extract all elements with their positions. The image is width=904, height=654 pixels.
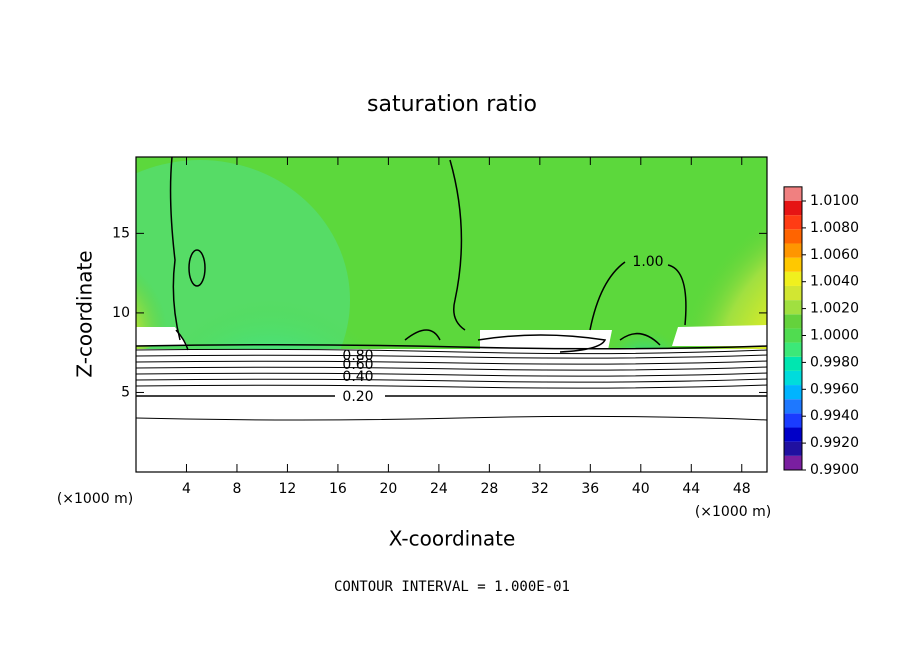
- x-unit: (×1000 m): [57, 491, 133, 507]
- x-tick-label: 4: [182, 481, 191, 497]
- x-tick-label: 44: [682, 481, 700, 497]
- colorbar-swatch: [784, 413, 802, 428]
- colorbar-tick-label: 1.0060: [810, 247, 859, 263]
- colorbar-swatch: [784, 427, 802, 442]
- colorbar-swatch: [784, 300, 802, 315]
- contours: [136, 157, 767, 421]
- colorbar-swatch: [784, 370, 802, 386]
- colorbar-tick-label: 0.9900: [810, 462, 859, 478]
- plot-frame: [135, 156, 768, 473]
- chart-title: saturation ratio: [367, 92, 537, 117]
- colorbar-tick-label: 0.9980: [810, 354, 859, 370]
- colorbar-swatch: [784, 257, 802, 272]
- colorbar-swatch: [784, 399, 802, 414]
- contour-label: 0.80: [342, 348, 373, 364]
- x-tick-label: 24: [430, 481, 448, 497]
- colorbar-frame: [783, 186, 803, 471]
- field-white: [136, 325, 767, 352]
- y-tick-label: 10: [112, 305, 130, 321]
- colorbar-swatch: [784, 229, 802, 244]
- colorbar-swatch: [784, 385, 802, 400]
- x-tick-label: 32: [531, 481, 549, 497]
- x-tick-label: 12: [279, 481, 297, 497]
- colorbar-tick-label: 0.9960: [810, 381, 859, 397]
- x-unit: (×1000 m): [695, 504, 771, 520]
- y-axis-label: Z-coordinate: [73, 250, 97, 377]
- colorbar-swatch: [784, 243, 802, 258]
- contour-label: 0.60: [342, 357, 373, 373]
- contour-label: 0.40: [342, 369, 373, 385]
- colorbar-swatch: [784, 285, 802, 301]
- x-axis-label: X-coordinate: [389, 527, 516, 551]
- x-tick-label: 20: [379, 481, 397, 497]
- colorbar-tick-label: 1.0080: [810, 220, 859, 236]
- colorbar-swatch: [784, 186, 802, 201]
- x-tick-label: 40: [632, 481, 650, 497]
- colorbar-swatch: [784, 342, 802, 357]
- colorbar-tick-label: 0.9920: [810, 435, 859, 451]
- x-tick-label: 16: [329, 481, 347, 497]
- x-tick-label: 8: [232, 481, 241, 497]
- colorbar-swatch: [784, 328, 802, 343]
- x-tick-label: 36: [581, 481, 599, 497]
- field: [136, 157, 767, 472]
- colorbar-tick-label: 1.0020: [810, 301, 859, 317]
- colorbar-tick-label: 1.0000: [810, 328, 859, 344]
- footer: CONTOUR INTERVAL = 1.000E-01: [334, 579, 570, 595]
- x-tick-label: 28: [480, 481, 498, 497]
- colorbar-swatch: [784, 356, 802, 371]
- contour-label: 1.00: [632, 254, 663, 270]
- colorbar-swatch: [784, 314, 802, 329]
- contour-label: 0.20: [342, 389, 373, 405]
- y-tick-label: 5: [121, 384, 130, 400]
- colorbar-swatch: [784, 215, 802, 230]
- colorbar-tick-label: 1.0100: [810, 193, 859, 209]
- colorbar-tick-label: 1.0040: [810, 274, 859, 290]
- x-tick-label: 48: [733, 481, 751, 497]
- colorbar-swatch: [784, 201, 802, 216]
- colorbar-swatch: [784, 441, 802, 456]
- colorbar-swatch: [784, 455, 802, 470]
- y-tick-label: 15: [112, 225, 130, 241]
- colorbar-tick-label: 0.9940: [810, 408, 859, 424]
- colorbar-swatch: [784, 271, 802, 286]
